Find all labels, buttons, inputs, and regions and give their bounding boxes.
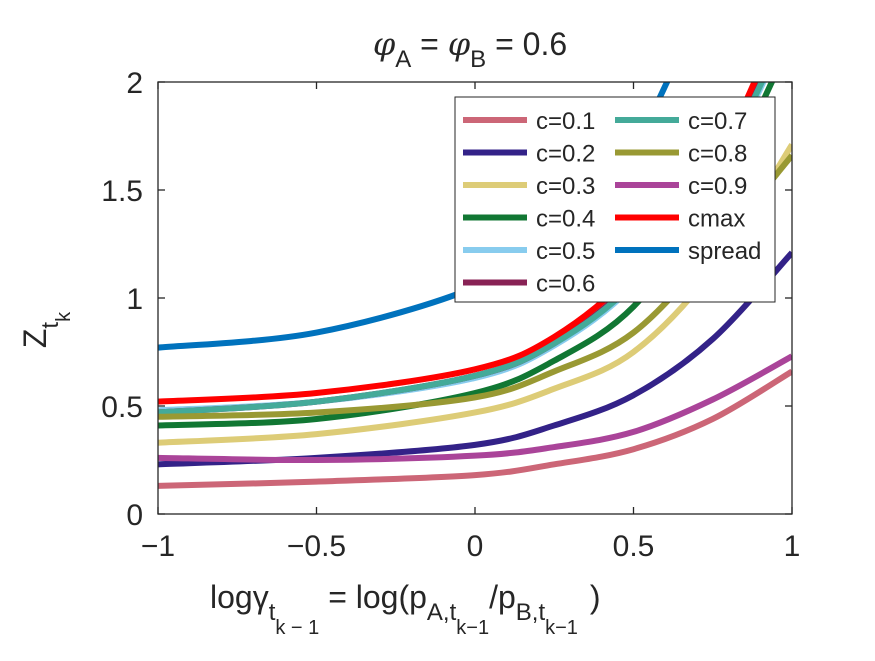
x-tick-label: −1 xyxy=(141,530,175,563)
legend-label: c=0.7 xyxy=(688,108,747,135)
ticks: −1 −0.5 0 0.5 1 0 0.5 1 1.5 2 xyxy=(101,67,800,563)
x-tick-label: 0.5 xyxy=(613,530,655,563)
legend-box xyxy=(454,96,776,303)
legend: c=0.1 c=0.2 c=0.3 c=0.4 c=0.5 c=0.6 c=0.7 c=0.8… xyxy=(454,96,776,303)
legend-label: c=0.8 xyxy=(688,141,747,168)
y-axis-label: Ztk xyxy=(17,311,75,348)
x-tick-label: 1 xyxy=(784,530,801,563)
legend-label: c=0.9 xyxy=(688,173,747,200)
legend-label: c=0.5 xyxy=(536,238,595,265)
x-tick-label: −0.5 xyxy=(287,530,346,563)
x-tick-label: 0 xyxy=(467,530,484,563)
y-tick-label: 0.5 xyxy=(101,391,143,424)
y-tick-label: 1.5 xyxy=(101,175,143,208)
legend-label: cmax xyxy=(688,206,745,233)
series-line-c-0-1 xyxy=(158,368,792,489)
legend-label: c=0.1 xyxy=(536,108,595,135)
x-axis-label: logγtk − 1 = log(pA,tk−1/pB,tk−1) xyxy=(210,579,601,639)
y-tick-label: 0 xyxy=(126,499,143,532)
legend-label: c=0.3 xyxy=(536,173,595,200)
y-tick-label: 2 xyxy=(126,67,143,100)
legend-label: c=0.4 xyxy=(536,206,595,233)
legend-label: c=0.6 xyxy=(536,271,595,298)
legend-label: c=0.2 xyxy=(536,141,595,168)
legend-label: spread xyxy=(688,238,761,265)
chart-title: φA = φB = 0.6 xyxy=(373,25,567,73)
series-line-c-0-9 xyxy=(158,353,792,464)
y-tick-label: 1 xyxy=(126,283,143,316)
